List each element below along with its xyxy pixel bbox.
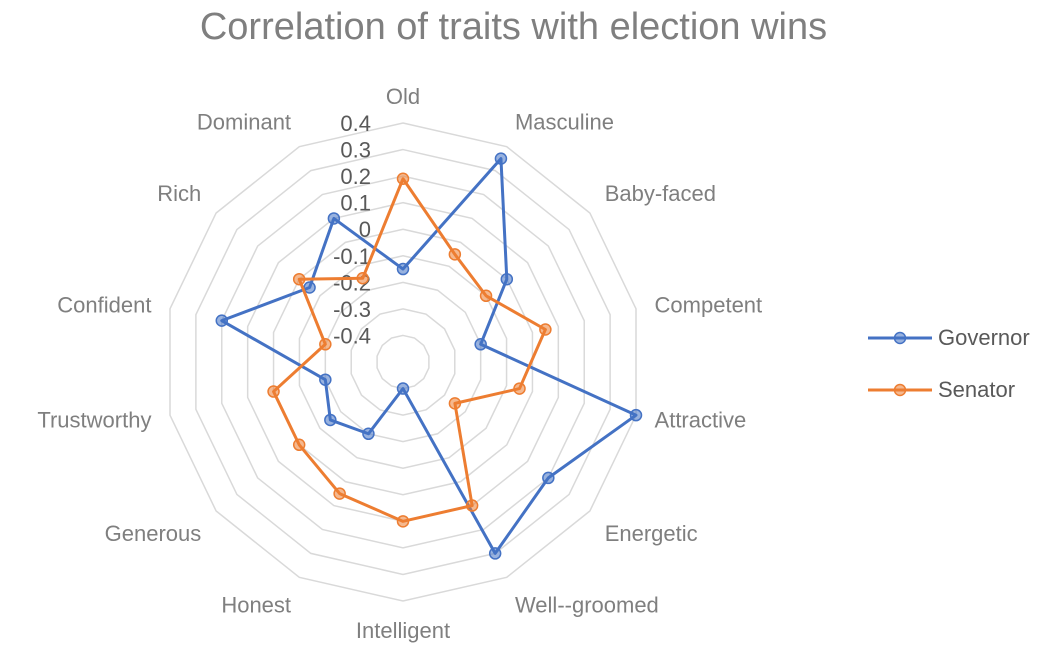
category-label: Well--groomed xyxy=(515,592,659,617)
category-label: Generous xyxy=(105,521,202,546)
tick-label: 0.2 xyxy=(340,164,371,189)
data-point xyxy=(465,499,479,512)
data-point xyxy=(542,471,555,485)
series-layer xyxy=(215,152,643,560)
category-label: Attractive xyxy=(655,407,747,432)
series-senator xyxy=(267,172,552,528)
data-point xyxy=(494,152,508,165)
legend-label: Governor xyxy=(938,325,1030,350)
data-point xyxy=(324,413,337,427)
data-point xyxy=(303,281,316,294)
data-point xyxy=(448,397,462,410)
grid-ring xyxy=(350,308,456,416)
radar-grid xyxy=(169,122,637,602)
data-point xyxy=(513,382,526,395)
legend-swatch xyxy=(868,383,932,397)
legend-item: Governor xyxy=(866,312,1030,364)
data-point xyxy=(396,172,410,186)
tick-label: -0.1 xyxy=(333,244,371,269)
category-label: Masculine xyxy=(515,110,614,135)
legend-swatch xyxy=(868,331,932,345)
data-point xyxy=(267,385,280,398)
grid-ring xyxy=(376,334,430,390)
data-point xyxy=(500,272,514,286)
grid-ring xyxy=(169,122,637,602)
data-point xyxy=(215,314,229,327)
data-point xyxy=(327,212,341,225)
data-point xyxy=(356,272,369,285)
category-label: Old xyxy=(386,84,420,109)
data-point xyxy=(319,373,332,386)
tick-labels: 0.40.30.20.10-0.1-0.2-0.3-0.4 xyxy=(333,111,371,348)
tick-label: 0.4 xyxy=(340,111,371,136)
grid-ring xyxy=(195,148,611,576)
category-label: Baby-faced xyxy=(605,181,716,206)
category-label: Confident xyxy=(57,293,151,318)
tick-label: 0 xyxy=(359,217,371,242)
data-point xyxy=(396,262,410,276)
tick-label: 0.3 xyxy=(340,138,371,163)
category-label: Dominant xyxy=(197,110,291,135)
category-labels: Old Masculine Baby-faced Competent Attractiv… xyxy=(37,84,762,643)
legend-item: Senator xyxy=(866,364,1030,416)
legend: Governor Senator xyxy=(866,312,1030,416)
tick-label: 0.1 xyxy=(340,191,371,216)
data-point xyxy=(396,515,410,528)
grid-ring xyxy=(272,228,534,496)
data-point xyxy=(292,438,306,452)
data-point xyxy=(319,338,332,351)
category-label: Trustworthy xyxy=(37,407,151,432)
data-point xyxy=(362,427,375,441)
data-point xyxy=(474,338,487,351)
category-label: Energetic xyxy=(605,521,698,546)
grid-ring xyxy=(324,281,482,443)
tick-label: -0.3 xyxy=(333,297,371,322)
chart-title: Correlation of traits with election wins xyxy=(199,6,828,48)
data-point xyxy=(396,382,410,395)
data-point xyxy=(488,547,502,560)
data-point xyxy=(448,248,462,261)
grid-ring xyxy=(221,175,585,549)
category-label: Honest xyxy=(221,592,291,617)
data-point xyxy=(333,487,346,500)
data-point xyxy=(479,289,493,303)
legend-label: Senator xyxy=(938,377,1016,402)
data-point xyxy=(292,272,306,286)
category-label: Intelligent xyxy=(356,618,450,643)
category-label: Rich xyxy=(157,181,201,206)
category-label: Competent xyxy=(655,293,763,318)
data-point xyxy=(539,323,552,336)
data-point xyxy=(629,408,643,422)
tick-label: -0.4 xyxy=(333,323,371,348)
grid-ring xyxy=(298,255,508,469)
